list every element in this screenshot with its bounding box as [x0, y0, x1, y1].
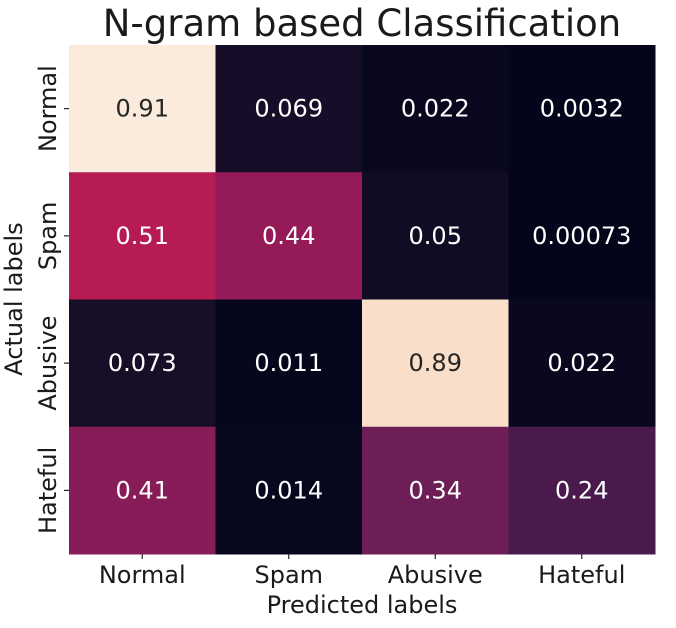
heatmap-cell-label: 0.05: [409, 222, 462, 250]
y-axis-label: Actual labels: [0, 222, 28, 375]
x-axis-label: Predicted labels: [267, 591, 458, 619]
heatmap-cell: [215, 45, 363, 173]
heatmap-cell-label: 0.24: [555, 476, 608, 504]
heatmap-cell: [508, 299, 656, 428]
heatmap-cells: [69, 45, 656, 555]
heatmap-cell-label: 0.014: [254, 476, 323, 504]
heatmap-cell: [362, 45, 509, 173]
chart-title: N-gram based Classification: [103, 2, 621, 45]
heatmap-cell: [215, 299, 363, 428]
heatmap-cell: [362, 299, 509, 428]
y-tick-label: Spam: [34, 202, 62, 271]
heatmap-cell: [508, 172, 656, 300]
heatmap-cell: [215, 172, 363, 300]
x-tick-label: Normal: [99, 561, 186, 589]
heatmap-cell-labels: 0.91 0.069 0.022 0.0032 0.51 0.44 0.05 0.00073 0…: [108, 95, 631, 505]
heatmap-cell: [69, 426, 216, 555]
y-tick-label: Hateful: [34, 447, 62, 534]
heatmap-cell-label: 0.34: [409, 476, 462, 504]
x-tick-label: Spam: [254, 561, 323, 589]
heatmap-cell: [508, 45, 656, 173]
y-tick-label: Normal: [34, 65, 62, 152]
heatmap-cell-label: 0.022: [547, 349, 616, 377]
y-axis-ticks: Normal Spam Abusive Hateful: [34, 65, 69, 534]
heatmap-cell-label: 0.44: [262, 222, 315, 250]
heatmap-cell: [508, 426, 656, 555]
heatmap-cell: [362, 426, 509, 555]
heatmap-cell-label: 0.0032: [540, 95, 624, 123]
heatmap-cell: [69, 299, 216, 428]
heatmap-cell: [362, 172, 509, 300]
y-tick-label: Abusive: [34, 316, 62, 411]
heatmap-cell-label: 0.89: [409, 349, 462, 377]
heatmap-cell: [69, 172, 216, 300]
heatmap-cell-label: 0.073: [108, 349, 177, 377]
heatmap-cell-label: 0.51: [116, 222, 169, 250]
x-tick-label: Abusive: [388, 561, 483, 589]
heatmap-cell-label: 0.022: [401, 95, 470, 123]
x-tick-label: Hateful: [538, 561, 625, 589]
heatmap-cell: [215, 426, 363, 555]
heatmap-cell: [69, 45, 216, 173]
heatmap-cell-label: 0.069: [254, 95, 323, 123]
heatmap-cell-label: 0.011: [254, 349, 323, 377]
heatmap-cell-label: 0.00073: [532, 222, 631, 250]
x-axis-ticks: Normal Spam Abusive Hateful: [99, 554, 625, 589]
heatmap-cell-label: 0.91: [116, 95, 169, 123]
heatmap-cell-label: 0.41: [116, 476, 169, 504]
